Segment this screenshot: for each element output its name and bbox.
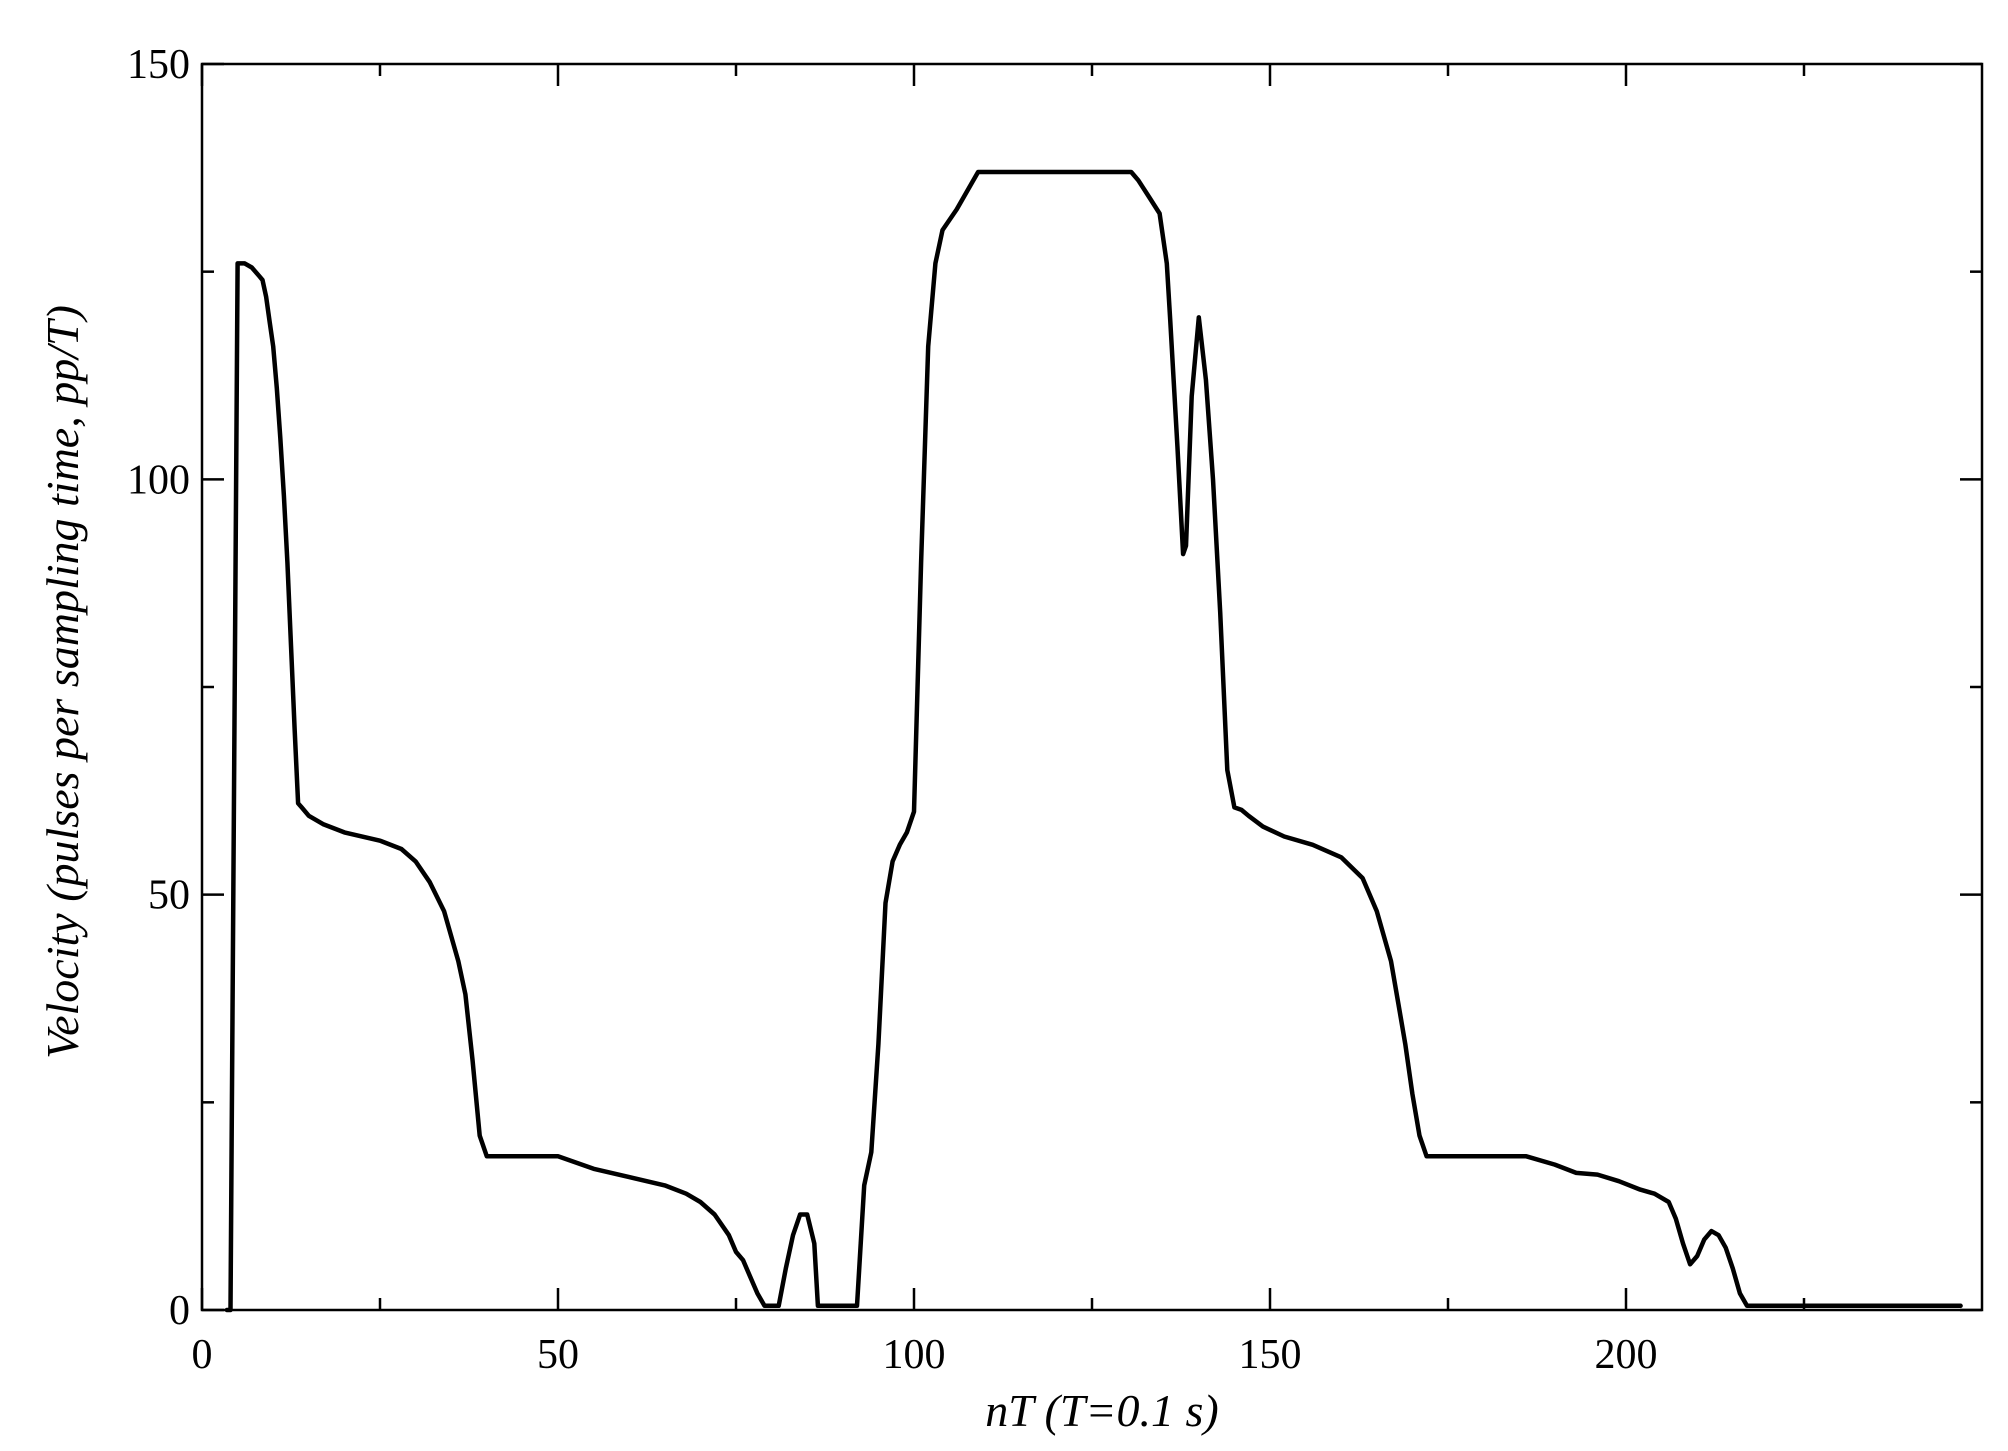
x-tick-label: 150 [1239, 1332, 1302, 1378]
y-tick-label: 50 [148, 873, 190, 919]
x-axis-title: nT (T=0.1 s) [985, 1385, 1218, 1436]
y-tick-label: 100 [127, 457, 190, 503]
x-ticks [200, 64, 1806, 1310]
y-tick-label: 150 [127, 42, 190, 88]
x-tick-label: 200 [1595, 1332, 1658, 1378]
x-tick-label: 100 [883, 1332, 946, 1378]
plot-frame [200, 62, 1984, 1312]
series-line-velocity [224, 169, 1963, 1313]
y-axis-title: Velocity (pulses per sampling time, pp/T… [37, 305, 88, 1059]
x-tick-label: 50 [537, 1332, 579, 1378]
x-tick-label: 0 [192, 1332, 213, 1378]
x-tick-labels: 0 50 100 150 200 [192, 1332, 1658, 1378]
y-tick-label: 0 [169, 1288, 190, 1334]
y-ticks [202, 62, 1982, 1312]
y-tick-labels: 0 50 100 150 [127, 42, 190, 1334]
